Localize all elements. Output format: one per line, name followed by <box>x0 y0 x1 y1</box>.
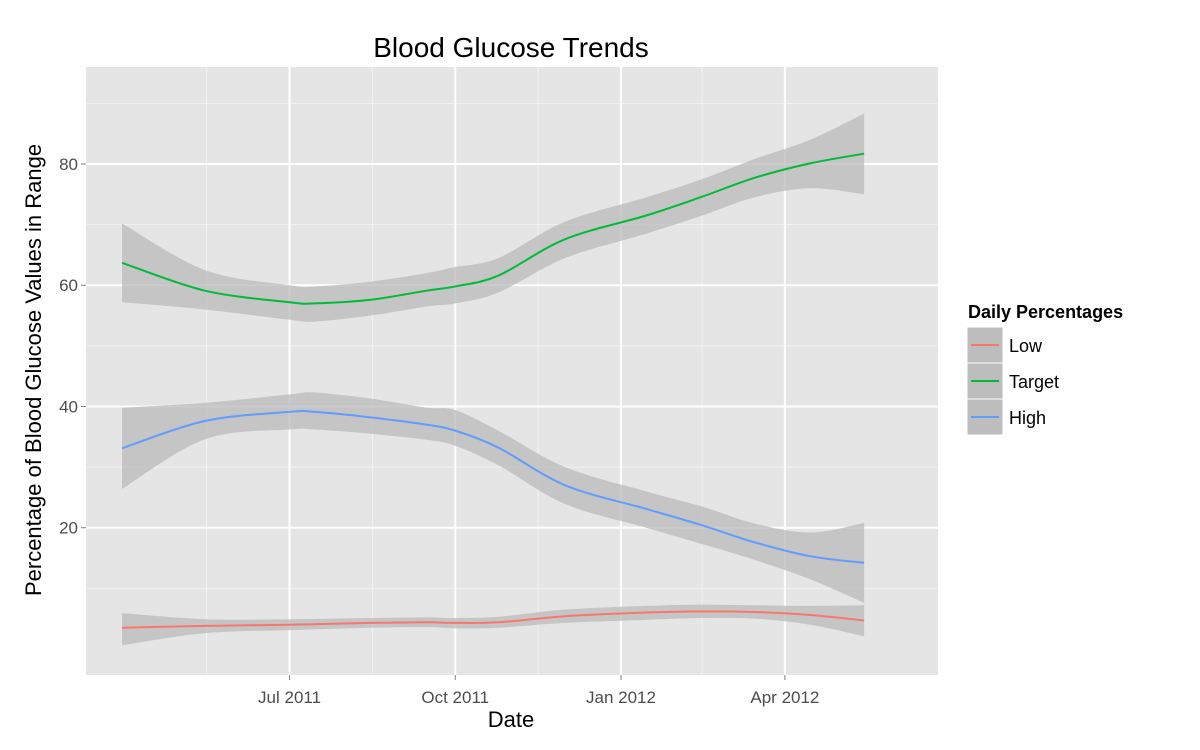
legend-label-high: High <box>1009 408 1046 428</box>
x-tick-label: Apr 2012 <box>750 688 819 707</box>
y-tick-label: 40 <box>59 397 78 416</box>
series-line-target <box>121 152 865 305</box>
legend-label-low: Low <box>1009 336 1043 356</box>
x-tick-label: Jul 2011 <box>258 688 321 707</box>
y-tick-label: 60 <box>59 276 78 295</box>
y-axis-tick-labels: 20 40 60 80 <box>59 155 78 538</box>
series-line-low <box>122 610 865 629</box>
confidence-band-target <box>122 113 865 322</box>
legend-label-target: Target <box>1009 372 1059 392</box>
x-axis-tick-labels: Jul 2011 Oct 2011 Jan 2012 Apr 2012 <box>258 688 819 707</box>
y-tick-label: 20 <box>59 519 78 538</box>
confidence-band-high <box>122 392 865 603</box>
legend-title: Daily Percentages <box>968 302 1123 322</box>
x-axis-title: Date <box>488 707 534 732</box>
confidence-band-low <box>122 604 865 646</box>
y-tick-label: 80 <box>59 155 78 174</box>
x-tick-label: Oct 2011 <box>421 688 489 707</box>
y-axis-title: Percentage of Blood Glucose Values in Ra… <box>21 144 46 596</box>
axis-ticks <box>81 163 786 680</box>
chart-title: Blood Glucose Trends <box>373 32 649 63</box>
series-line-high <box>121 410 865 564</box>
legend: Daily Percentages Low Target High <box>966 302 1123 436</box>
legend-items: Low Target High <box>966 326 1059 436</box>
x-tick-label: Jan 2012 <box>586 688 656 707</box>
confidence-bands <box>122 113 865 646</box>
series-lines <box>121 152 865 629</box>
